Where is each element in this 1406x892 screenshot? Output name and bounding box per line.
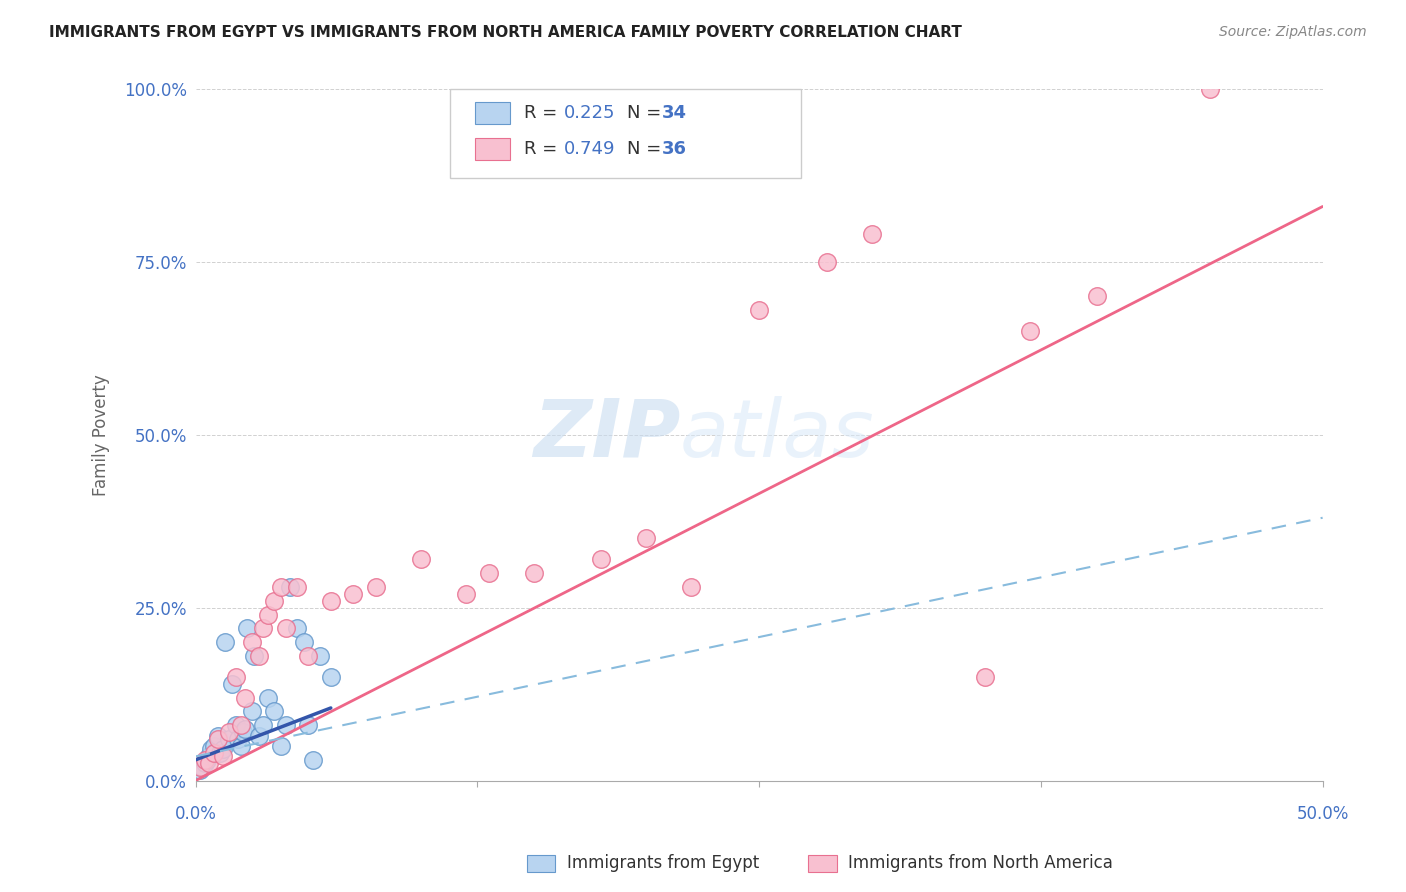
Point — [221, 677, 243, 691]
Point — [636, 532, 658, 546]
Point — [202, 739, 225, 753]
Point — [748, 303, 770, 318]
Point — [243, 649, 266, 664]
Y-axis label: Family Poverty: Family Poverty — [93, 374, 110, 496]
Point — [240, 705, 263, 719]
Point — [278, 580, 301, 594]
Text: R =: R = — [524, 140, 564, 158]
Point — [815, 255, 838, 269]
Point — [1199, 82, 1222, 96]
Point — [233, 690, 256, 705]
Point — [252, 718, 274, 732]
Point — [218, 732, 240, 747]
Point — [188, 760, 211, 774]
Point — [207, 729, 229, 743]
Point — [292, 635, 315, 649]
Point — [211, 742, 233, 756]
Point — [270, 739, 292, 753]
Point — [252, 622, 274, 636]
Point — [225, 718, 247, 732]
Point — [247, 649, 270, 664]
Point — [240, 635, 263, 649]
Point — [263, 705, 285, 719]
Point — [193, 756, 215, 771]
Point — [301, 753, 323, 767]
Text: N =: N = — [627, 140, 666, 158]
Point — [209, 746, 232, 760]
Point — [233, 722, 256, 736]
Point — [188, 763, 211, 777]
Point — [232, 725, 254, 739]
Point — [218, 725, 240, 739]
Point — [236, 622, 259, 636]
Point — [319, 670, 342, 684]
Text: N =: N = — [627, 104, 666, 122]
Text: Immigrants from Egypt: Immigrants from Egypt — [567, 855, 759, 872]
Text: Source: ZipAtlas.com: Source: ZipAtlas.com — [1219, 25, 1367, 39]
Point — [478, 566, 501, 580]
Point — [308, 649, 330, 664]
Point — [681, 580, 703, 594]
Point — [193, 753, 215, 767]
Text: Immigrants from North America: Immigrants from North America — [848, 855, 1112, 872]
Point — [247, 729, 270, 743]
Point — [860, 227, 883, 242]
Point — [229, 718, 252, 732]
Point — [191, 760, 214, 774]
Point — [270, 580, 292, 594]
Text: atlas: atlas — [681, 396, 875, 474]
Point — [198, 749, 221, 764]
Point — [1018, 324, 1040, 338]
Point — [285, 580, 308, 594]
Point — [263, 593, 285, 607]
Point — [285, 622, 308, 636]
Text: 34: 34 — [662, 104, 688, 122]
Text: 50.0%: 50.0% — [1296, 805, 1348, 823]
Text: 0.749: 0.749 — [564, 140, 616, 158]
Point — [297, 649, 319, 664]
Point — [319, 593, 342, 607]
Point — [195, 753, 218, 767]
Text: 36: 36 — [662, 140, 688, 158]
Text: IMMIGRANTS FROM EGYPT VS IMMIGRANTS FROM NORTH AMERICA FAMILY POVERTY CORRELATIO: IMMIGRANTS FROM EGYPT VS IMMIGRANTS FROM… — [49, 25, 962, 40]
Point — [454, 587, 477, 601]
Point — [198, 756, 221, 771]
Point — [1085, 289, 1108, 303]
Point — [214, 635, 236, 649]
Point — [202, 746, 225, 760]
Point — [591, 552, 613, 566]
Point — [409, 552, 432, 566]
Point — [228, 732, 250, 747]
Point — [364, 580, 387, 594]
Text: 0.0%: 0.0% — [174, 805, 217, 823]
Point — [256, 690, 278, 705]
Point — [229, 739, 252, 753]
Text: 0.225: 0.225 — [564, 104, 616, 122]
Point — [297, 718, 319, 732]
Point — [973, 670, 995, 684]
Point — [523, 566, 546, 580]
Point — [211, 749, 233, 764]
Point — [207, 732, 229, 747]
Point — [274, 622, 297, 636]
Text: ZIP: ZIP — [533, 396, 681, 474]
Point — [225, 670, 247, 684]
Point — [200, 742, 222, 756]
Point — [256, 607, 278, 622]
Point — [274, 718, 297, 732]
Point — [342, 587, 364, 601]
Text: R =: R = — [524, 104, 564, 122]
